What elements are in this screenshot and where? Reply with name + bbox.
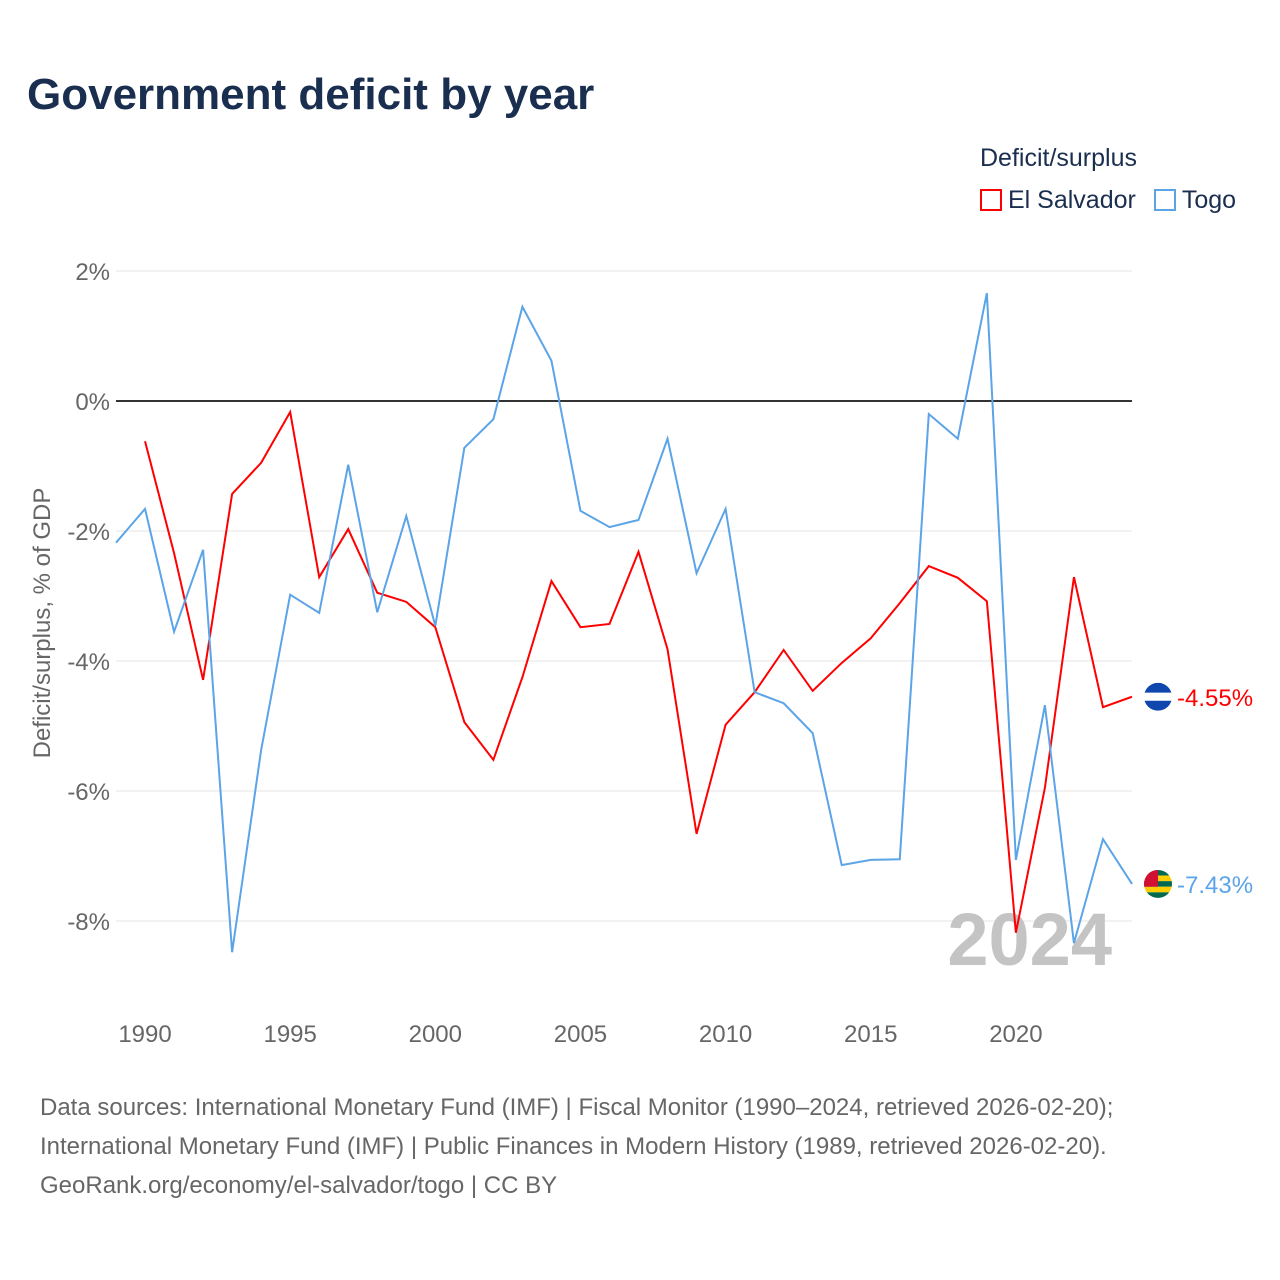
y-tick-label: 2% [75,259,110,286]
el-salvador-flag-icon [1144,682,1172,711]
year-watermark: 2024 [947,898,1112,981]
legend-item-el-salvador[interactable]: El Salvador [980,186,1136,215]
x-tick-label: 2000 [409,1021,462,1048]
legend-label: El Salvador [1008,186,1136,214]
y-axis-label: Deficit/surplus, % of GDP [29,488,56,759]
y-tick-label: -2% [67,519,110,546]
y-tick-label: -6% [67,779,110,806]
source-line: International Monetary Fund (IMF) | Publ… [40,1133,1107,1160]
legend-item-togo[interactable]: Togo [1153,186,1237,215]
x-tick-label: 2015 [844,1021,897,1048]
x-tick-label: 2005 [554,1021,607,1048]
footer: Data sources: International Monetary Fun… [40,1088,1113,1205]
series-line-togo [115,292,1133,953]
togo-flag-icon [1144,869,1172,898]
x-tick-label: 2010 [699,1021,752,1048]
legend-swatch [980,189,1002,211]
y-tick-label: -8% [67,909,110,936]
attribution: GeoRank.org/economy/el-salvador/togo | C… [40,1172,558,1199]
series-line-el-salvador [144,409,1133,933]
y-tick-label: -4% [67,649,110,676]
y-tick-label: 0% [75,389,110,416]
legend-title: Deficit/surplus [980,144,1137,172]
legend-label: Togo [1181,186,1237,214]
end-value-label: -7.43% [1177,872,1253,899]
source-line: Data sources: International Monetary Fun… [40,1094,1114,1121]
x-tick-label: 2020 [989,1021,1042,1048]
x-tick-label: 1990 [118,1021,171,1048]
x-tick-label: 1995 [263,1021,316,1048]
page-title: Government deficit by year [27,70,595,119]
legend: El Salvador Togo [980,186,1236,215]
legend-swatch [1153,189,1176,211]
end-value-label: -4.55% [1177,685,1253,712]
